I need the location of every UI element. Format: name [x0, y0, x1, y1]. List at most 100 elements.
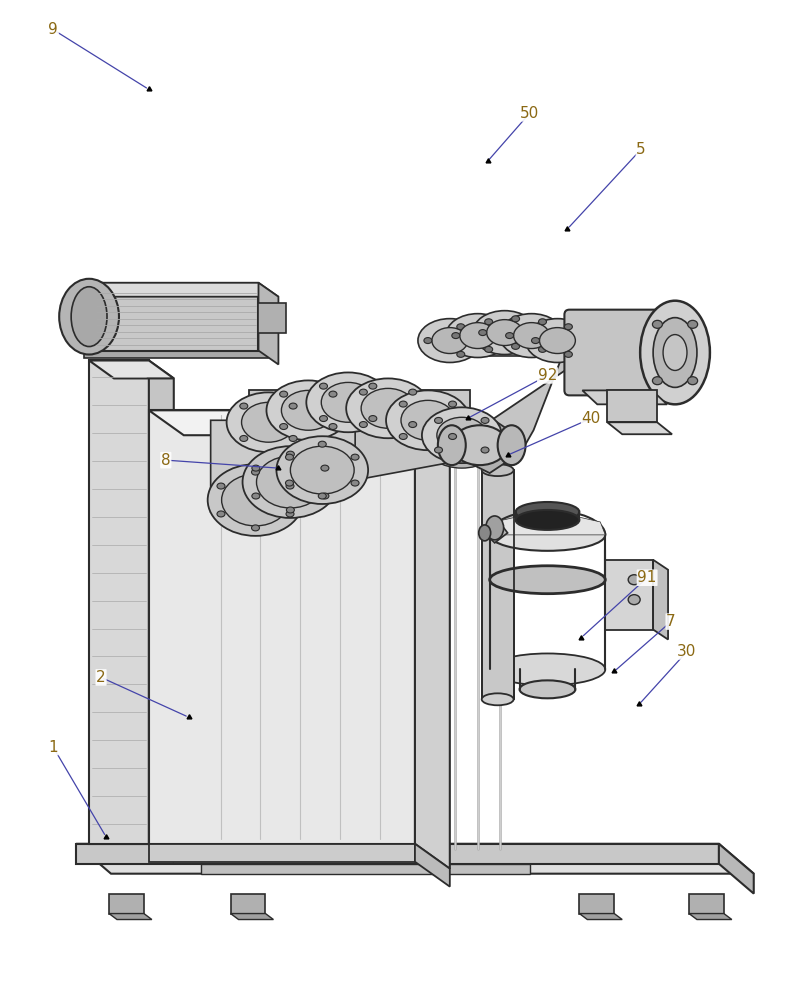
Ellipse shape [490, 519, 605, 551]
Ellipse shape [267, 380, 350, 440]
Ellipse shape [516, 510, 579, 530]
Ellipse shape [318, 493, 326, 499]
Ellipse shape [653, 377, 662, 385]
Ellipse shape [482, 464, 513, 476]
Ellipse shape [321, 465, 329, 471]
Ellipse shape [389, 401, 466, 455]
Ellipse shape [319, 383, 327, 389]
Text: 50: 50 [520, 106, 539, 121]
Ellipse shape [435, 447, 443, 453]
Polygon shape [579, 914, 622, 920]
Polygon shape [76, 844, 754, 874]
Ellipse shape [240, 435, 248, 441]
Ellipse shape [401, 400, 455, 440]
Polygon shape [109, 914, 152, 920]
Ellipse shape [486, 516, 504, 540]
Ellipse shape [512, 343, 520, 349]
Ellipse shape [520, 680, 576, 698]
Ellipse shape [243, 446, 338, 518]
Ellipse shape [321, 493, 329, 499]
Ellipse shape [408, 389, 416, 395]
Ellipse shape [564, 351, 572, 357]
Polygon shape [415, 410, 450, 869]
Polygon shape [248, 390, 470, 452]
Ellipse shape [446, 314, 509, 357]
Ellipse shape [457, 324, 465, 330]
Ellipse shape [318, 441, 326, 447]
Ellipse shape [227, 392, 310, 452]
Ellipse shape [221, 474, 290, 526]
Polygon shape [89, 360, 149, 844]
Polygon shape [415, 844, 450, 887]
Ellipse shape [59, 279, 119, 355]
Ellipse shape [481, 417, 489, 423]
Ellipse shape [252, 469, 259, 475]
Ellipse shape [539, 319, 547, 325]
Ellipse shape [386, 390, 470, 450]
Bar [109, 894, 144, 914]
Ellipse shape [256, 456, 324, 508]
Ellipse shape [229, 403, 307, 457]
Polygon shape [653, 560, 668, 640]
Ellipse shape [449, 401, 457, 407]
Ellipse shape [540, 328, 576, 354]
Polygon shape [201, 864, 529, 874]
Polygon shape [149, 410, 450, 435]
Ellipse shape [498, 425, 525, 465]
Ellipse shape [500, 314, 564, 357]
Ellipse shape [688, 377, 697, 385]
Ellipse shape [481, 447, 489, 453]
Ellipse shape [400, 433, 408, 439]
Ellipse shape [276, 436, 368, 504]
Ellipse shape [516, 502, 579, 522]
Polygon shape [462, 338, 569, 465]
Ellipse shape [478, 330, 486, 336]
Ellipse shape [310, 383, 387, 437]
Ellipse shape [359, 422, 368, 428]
Polygon shape [605, 560, 653, 630]
Ellipse shape [688, 320, 697, 328]
Bar [689, 894, 724, 914]
Ellipse shape [628, 595, 640, 605]
Ellipse shape [532, 338, 540, 344]
Polygon shape [355, 425, 490, 480]
Ellipse shape [457, 351, 465, 357]
Text: 1: 1 [49, 740, 58, 755]
Polygon shape [607, 390, 657, 422]
Ellipse shape [418, 319, 482, 362]
Ellipse shape [349, 389, 427, 443]
Bar [448, 328, 622, 356]
Polygon shape [719, 844, 754, 894]
Polygon shape [211, 420, 370, 512]
Ellipse shape [217, 483, 225, 489]
Ellipse shape [286, 483, 294, 489]
Ellipse shape [482, 693, 513, 705]
Ellipse shape [217, 511, 225, 517]
Ellipse shape [286, 511, 294, 517]
Polygon shape [149, 844, 415, 862]
Ellipse shape [452, 333, 460, 339]
Text: 7: 7 [666, 614, 676, 629]
Ellipse shape [289, 435, 297, 441]
Ellipse shape [424, 338, 432, 344]
Ellipse shape [485, 319, 493, 325]
Ellipse shape [513, 323, 549, 349]
Ellipse shape [505, 333, 513, 339]
Text: 40: 40 [582, 411, 601, 426]
Ellipse shape [435, 417, 443, 423]
Ellipse shape [287, 451, 295, 457]
Text: 2: 2 [96, 670, 106, 685]
Bar [259, 303, 287, 333]
Ellipse shape [640, 301, 710, 404]
Ellipse shape [485, 346, 493, 352]
FancyBboxPatch shape [564, 310, 670, 395]
Ellipse shape [287, 507, 295, 513]
Ellipse shape [240, 403, 248, 409]
Ellipse shape [282, 390, 335, 430]
Ellipse shape [322, 382, 375, 422]
Polygon shape [76, 844, 719, 864]
Polygon shape [231, 914, 274, 920]
Ellipse shape [286, 454, 294, 460]
Ellipse shape [351, 480, 359, 486]
Ellipse shape [422, 407, 501, 463]
